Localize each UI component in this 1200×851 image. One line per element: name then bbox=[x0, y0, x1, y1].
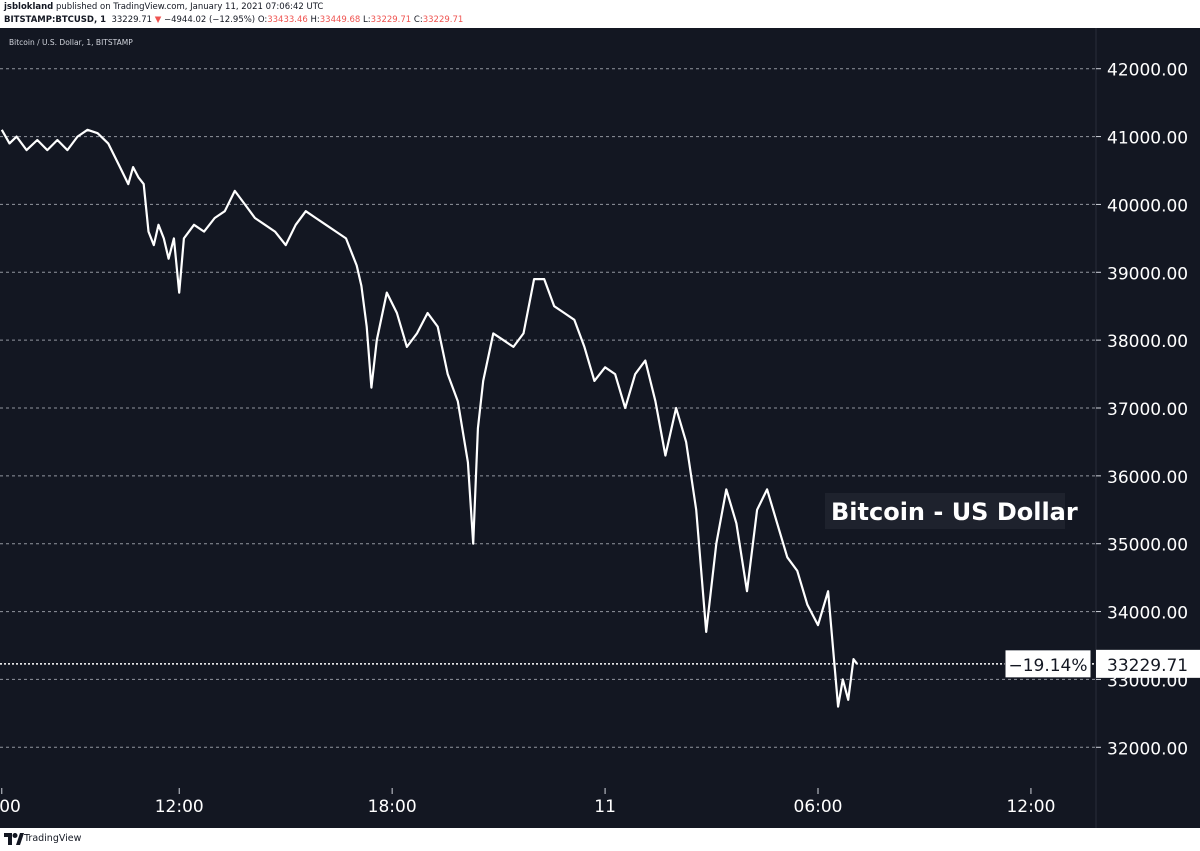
close-label: C: bbox=[413, 15, 423, 25]
grid-lines bbox=[0, 68, 1096, 748]
last-price-badge: 33229.71 bbox=[1107, 656, 1188, 676]
symbol-ohlc-row: BITSTAMP:BTCUSD, 1 33229.71 ▼ −4944.02 (… bbox=[4, 15, 463, 25]
series-line-0 bbox=[0, 128, 858, 708]
close-value: 33229.71 bbox=[422, 15, 464, 25]
plot-area-background bbox=[0, 28, 1096, 828]
time-tick-label-1: 12:00 bbox=[155, 797, 204, 817]
time-tick-label-5: 12:00 bbox=[1006, 797, 1055, 817]
price-tick-label-38000: 38000.00 bbox=[1107, 332, 1188, 352]
price-tick-labels: 32000.0033000.0034000.0035000.0036000.00… bbox=[1096, 61, 1188, 759]
change-percent-badge: −19.14% bbox=[1008, 656, 1087, 676]
price-series bbox=[0, 128, 858, 708]
author-name[interactable]: jsblokland bbox=[4, 2, 54, 12]
time-tick-label-2: 18:00 bbox=[368, 797, 417, 817]
publish-header: jsblokland published on TradingView.com,… bbox=[0, 0, 1200, 28]
chart-subtitle: Bitcoin / U.S. Dollar, 1, BITSTAMP bbox=[9, 38, 133, 47]
last-price: 33229.71 bbox=[111, 15, 153, 25]
publish-text: published on TradingView.com, January 11… bbox=[55, 2, 324, 12]
footer: TradingView bbox=[0, 828, 1200, 851]
price-tick-label-42000: 42000.00 bbox=[1107, 61, 1188, 81]
price-tick-label-39000: 39000.00 bbox=[1107, 264, 1188, 284]
open-value: 33433.46 bbox=[267, 15, 308, 25]
price-tick-label-37000: 37000.00 bbox=[1107, 400, 1188, 420]
time-tick-label-4: 06:00 bbox=[794, 797, 843, 817]
high-value: 33449.68 bbox=[319, 15, 361, 25]
time-tick-labels: 7:00 12:00 18:00 11 06:00 12:00 bbox=[0, 788, 1055, 817]
price-tick-label-32000: 32000.00 bbox=[1107, 739, 1188, 759]
last-price-badges: −19.14% 33229.71 bbox=[0, 649, 1200, 679]
down-arrow-icon: ▼ bbox=[154, 15, 162, 25]
time-tick-label-3: 11 bbox=[594, 797, 616, 817]
high-label: H: bbox=[310, 15, 320, 25]
price-tick-label-36000: 36000.00 bbox=[1107, 468, 1188, 488]
price-tick-label-41000: 41000.00 bbox=[1107, 129, 1188, 149]
footer-brand[interactable]: TradingView bbox=[24, 833, 82, 844]
last-price-badge-bg bbox=[1096, 649, 1200, 678]
chart-title: Bitcoin - US Dollar bbox=[831, 498, 1078, 526]
price-change: −4944.02 (−12.95%) bbox=[163, 15, 256, 25]
price-tick-label-40000: 40000.00 bbox=[1107, 196, 1188, 216]
price-tick-label-34000: 34000.00 bbox=[1107, 604, 1188, 624]
tradingview-logo-icon[interactable] bbox=[4, 833, 24, 845]
chart-title-background bbox=[825, 493, 1065, 529]
open-label: O: bbox=[257, 15, 268, 25]
publish-info: jsblokland published on TradingView.com,… bbox=[4, 2, 323, 12]
price-tick-label-35000: 35000.00 bbox=[1107, 536, 1188, 556]
time-axis-background[interactable] bbox=[0, 788, 1200, 828]
low-label: L: bbox=[363, 15, 371, 25]
time-tick-label-0: 7:00 bbox=[0, 797, 21, 817]
change-percent-badge-bg bbox=[1004, 649, 1092, 679]
low-value: 33229.71 bbox=[370, 15, 412, 25]
symbol-label: BITSTAMP:BTCUSD, 1 bbox=[4, 15, 107, 25]
